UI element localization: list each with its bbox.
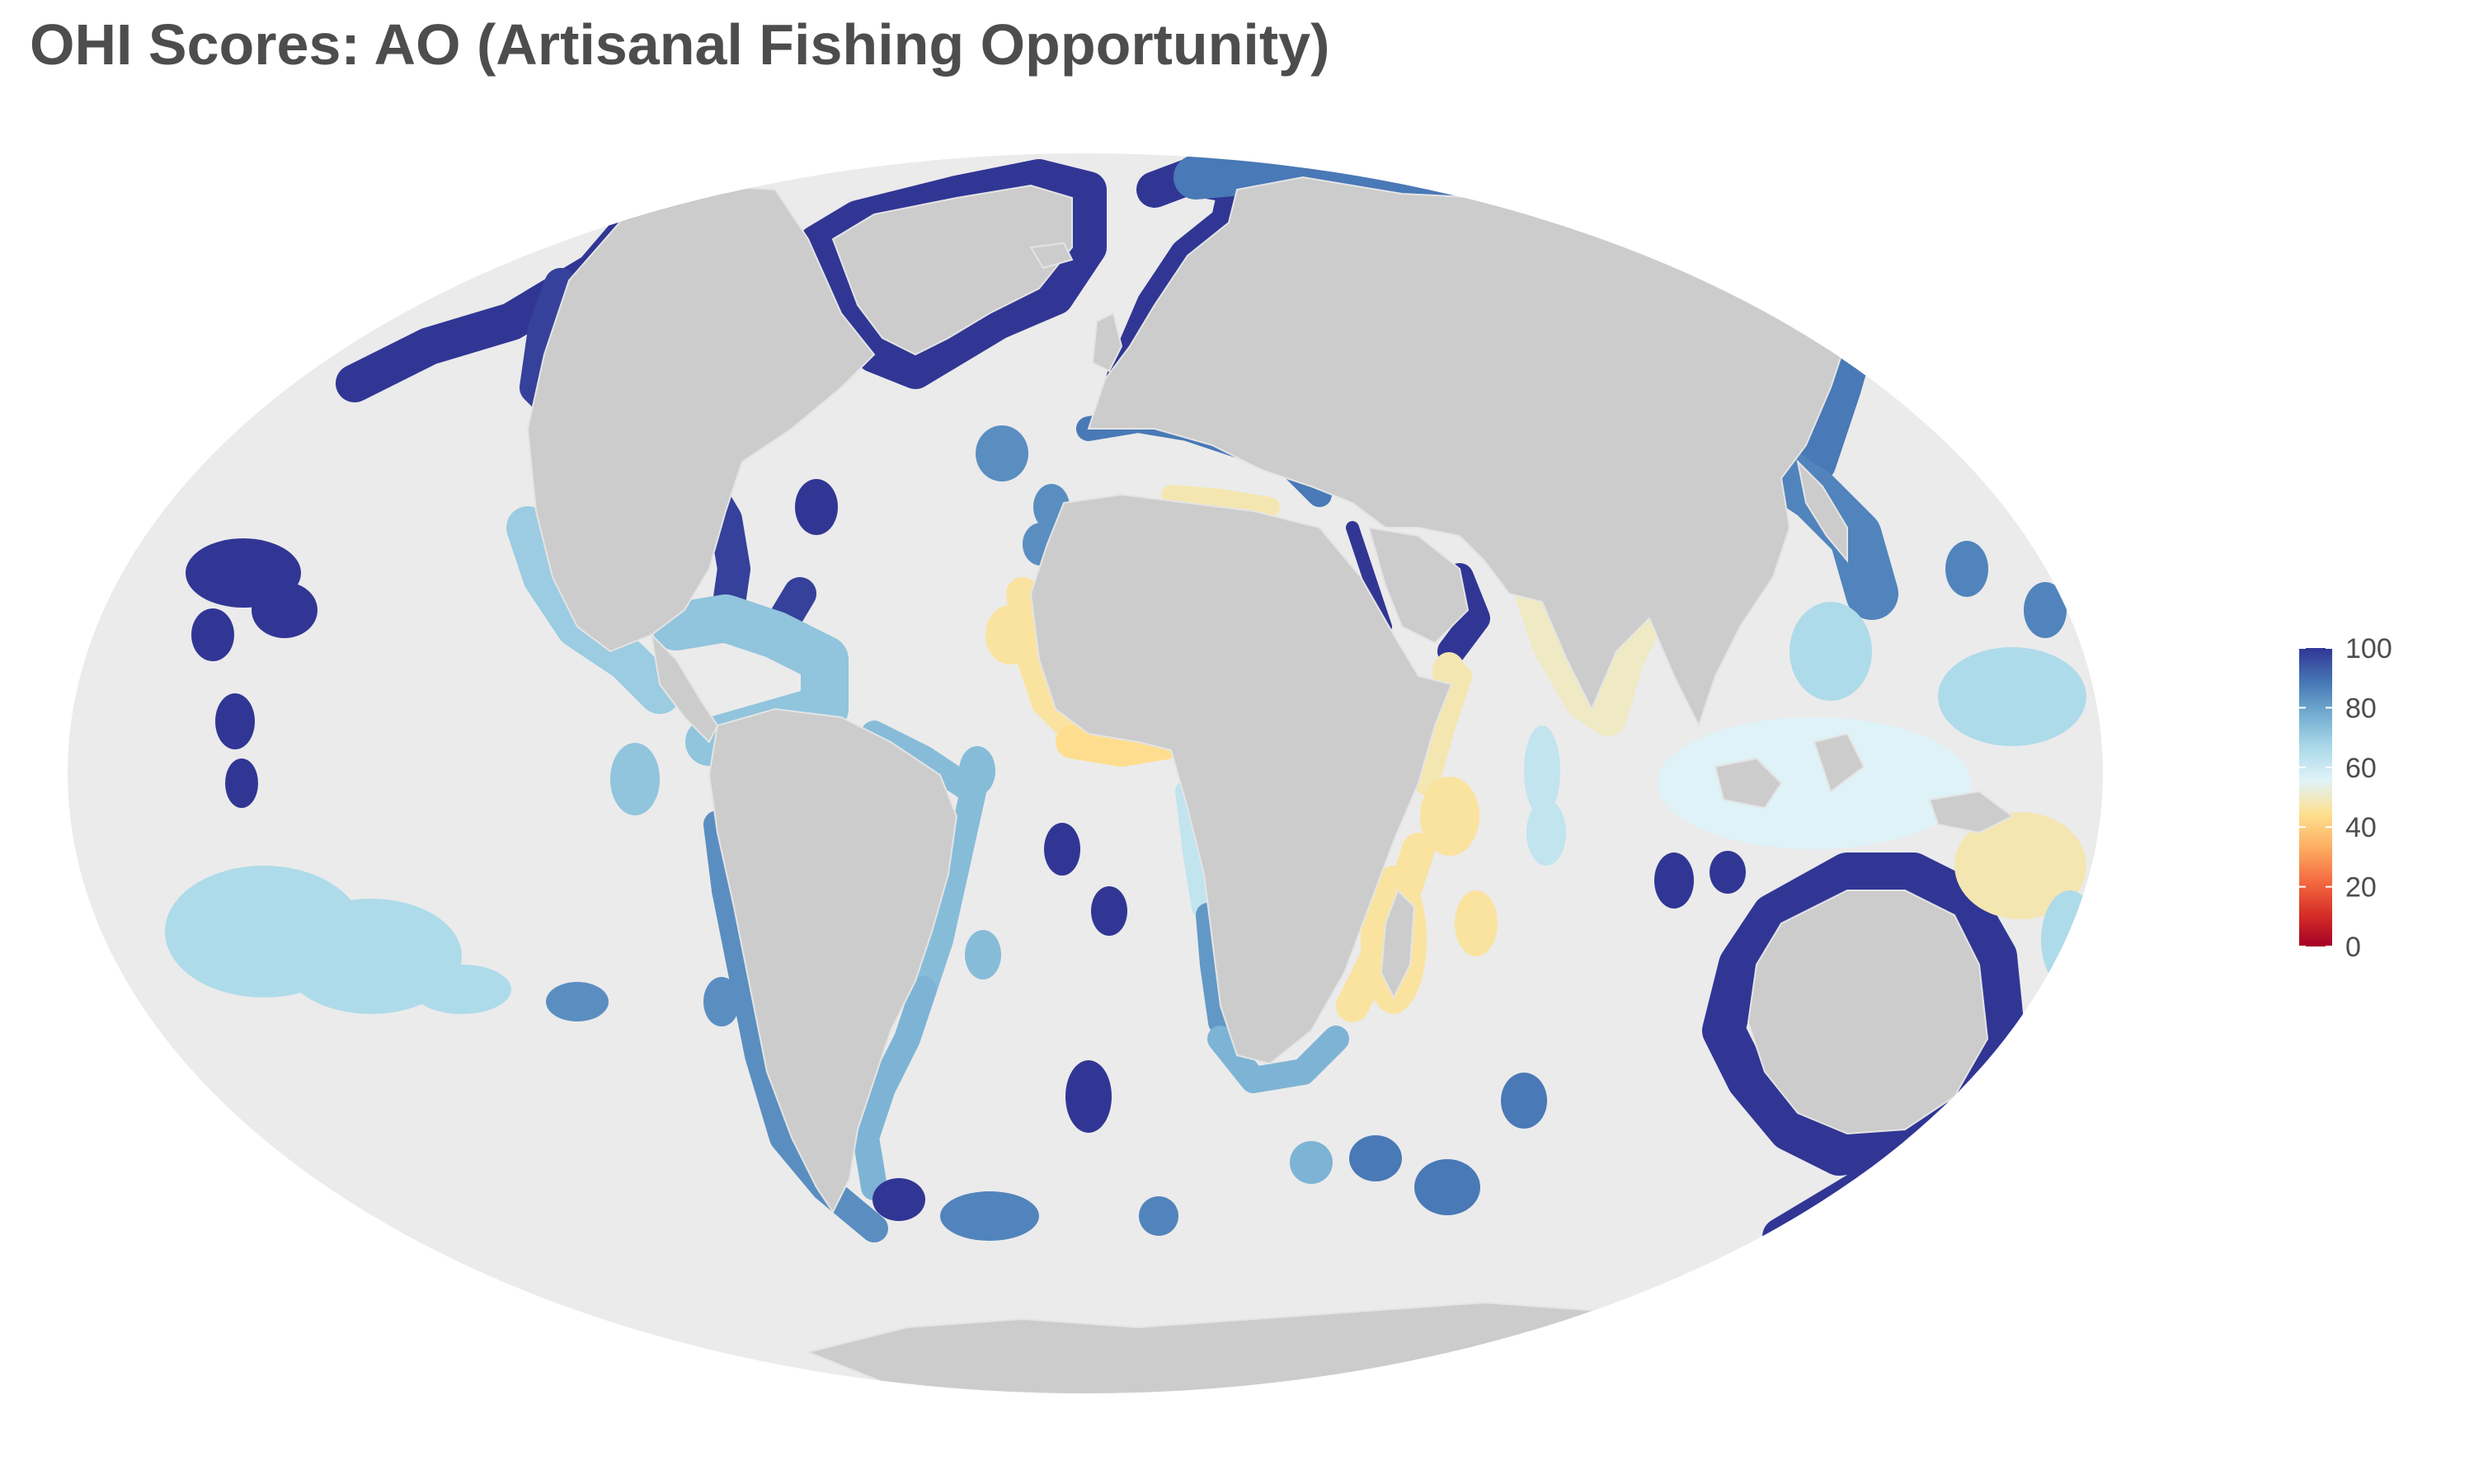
eez-indonesia[interactable]: [1658, 717, 1971, 849]
legend-colorbar: [2299, 648, 2332, 946]
land-eurasia: [1087, 176, 1849, 728]
legend-tick-label: 20: [2345, 872, 2377, 904]
eez-seychelles[interactable]: [1420, 777, 1479, 856]
land-africa: [1029, 493, 1453, 1065]
legend-tick-label: 80: [2345, 693, 2377, 724]
legend-tick-label: 100: [2345, 633, 2392, 665]
eez-bouvet[interactable]: [1139, 1196, 1178, 1236]
eez-india[interactable]: [1515, 575, 1668, 736]
eez-bermuda[interactable]: [795, 479, 838, 535]
land-north-america: [526, 184, 876, 653]
eez-cocos[interactable]: [1710, 851, 1746, 894]
eez-hawaii-west[interactable]: [191, 608, 234, 661]
eez-pacific-marshall[interactable]: [225, 758, 258, 808]
eez-namibia[interactable]: [1196, 903, 1233, 1035]
eez-cape-verde[interactable]: [985, 605, 1035, 665]
land-indonesia-b: [1813, 732, 1865, 793]
eez-micronesia[interactable]: [1938, 647, 2086, 746]
eez-chagos[interactable]: [1526, 800, 1566, 866]
land-madagascar: [1380, 889, 1416, 1000]
land-central-america: [650, 632, 719, 744]
eez-kerguelen[interactable]: [1414, 1159, 1480, 1215]
eez-pacific-north[interactable]: [215, 693, 255, 749]
land-greenland: [831, 184, 1073, 356]
eez-prince-edward[interactable]: [1290, 1141, 1333, 1184]
eez-christmas[interactable]: [1654, 852, 1694, 909]
land-iceland: [1029, 242, 1074, 270]
legend-tick-label: 0: [2345, 932, 2361, 963]
land-uk: [1091, 312, 1123, 373]
eez-oman[interactable]: [1437, 563, 1490, 665]
legend-ticks: 100 80 60 40 20 0: [2299, 633, 2392, 963]
land-australia: [1747, 890, 1989, 1135]
eez-philippines[interactable]: [1790, 602, 1872, 701]
legend-tick-label: 40: [2345, 812, 2377, 843]
eez-argentina[interactable]: [853, 976, 937, 1200]
land-new-zealand: [1945, 1128, 1997, 1205]
eez-tristan[interactable]: [1065, 1060, 1112, 1133]
eez-ascension[interactable]: [1044, 823, 1080, 876]
eez-papua-new-guinea[interactable]: [1954, 812, 2086, 919]
land-south-america: [708, 707, 958, 1214]
eez-solomon[interactable]: [2041, 890, 2099, 989]
eez-amsterdam[interactable]: [1501, 1073, 1547, 1129]
eez-south-georgia[interactable]: [940, 1191, 1039, 1241]
eez-easter-island[interactable]: [546, 982, 609, 1021]
land-new-guinea: [1928, 790, 2014, 834]
legend: 100 80 60 40 20 0: [2299, 633, 2392, 963]
eez-pacific-islands-c[interactable]: [412, 965, 511, 1014]
eez-azores[interactable]: [976, 425, 1028, 481]
eez-brazil[interactable]: [861, 721, 986, 1003]
eez-juan-fernandez[interactable]: [703, 977, 740, 1026]
map-title: OHI Scores: AO (Artisanal Fishing Opport…: [30, 12, 1330, 77]
eez-galapagos[interactable]: [610, 743, 660, 815]
land-arabia: [1367, 526, 1470, 645]
eez-somalia[interactable]: [1414, 664, 1472, 796]
land-masses: [526, 176, 2014, 1393]
eez-guam[interactable]: [1945, 541, 1988, 597]
eez-crozet[interactable]: [1349, 1135, 1402, 1181]
land-indonesia-a: [1714, 757, 1783, 810]
eez-libya[interactable]: [1161, 485, 1280, 517]
eez-south-africa[interactable]: [1207, 1026, 1349, 1093]
eez-fernando[interactable]: [959, 746, 995, 796]
eez-islands: [165, 425, 2099, 1241]
eez-falklands[interactable]: [872, 1178, 925, 1221]
eez-minamitori[interactable]: [2024, 582, 2067, 638]
land-japan: [1796, 458, 1848, 563]
eez-st-helena[interactable]: [1091, 886, 1127, 936]
eez-maldives[interactable]: [1524, 726, 1560, 816]
eez-mauritius[interactable]: [1455, 890, 1498, 956]
eez-trindade[interactable]: [965, 930, 1001, 979]
eez-hawaii-south[interactable]: [252, 582, 317, 638]
legend-tick-label: 60: [2345, 753, 2377, 784]
